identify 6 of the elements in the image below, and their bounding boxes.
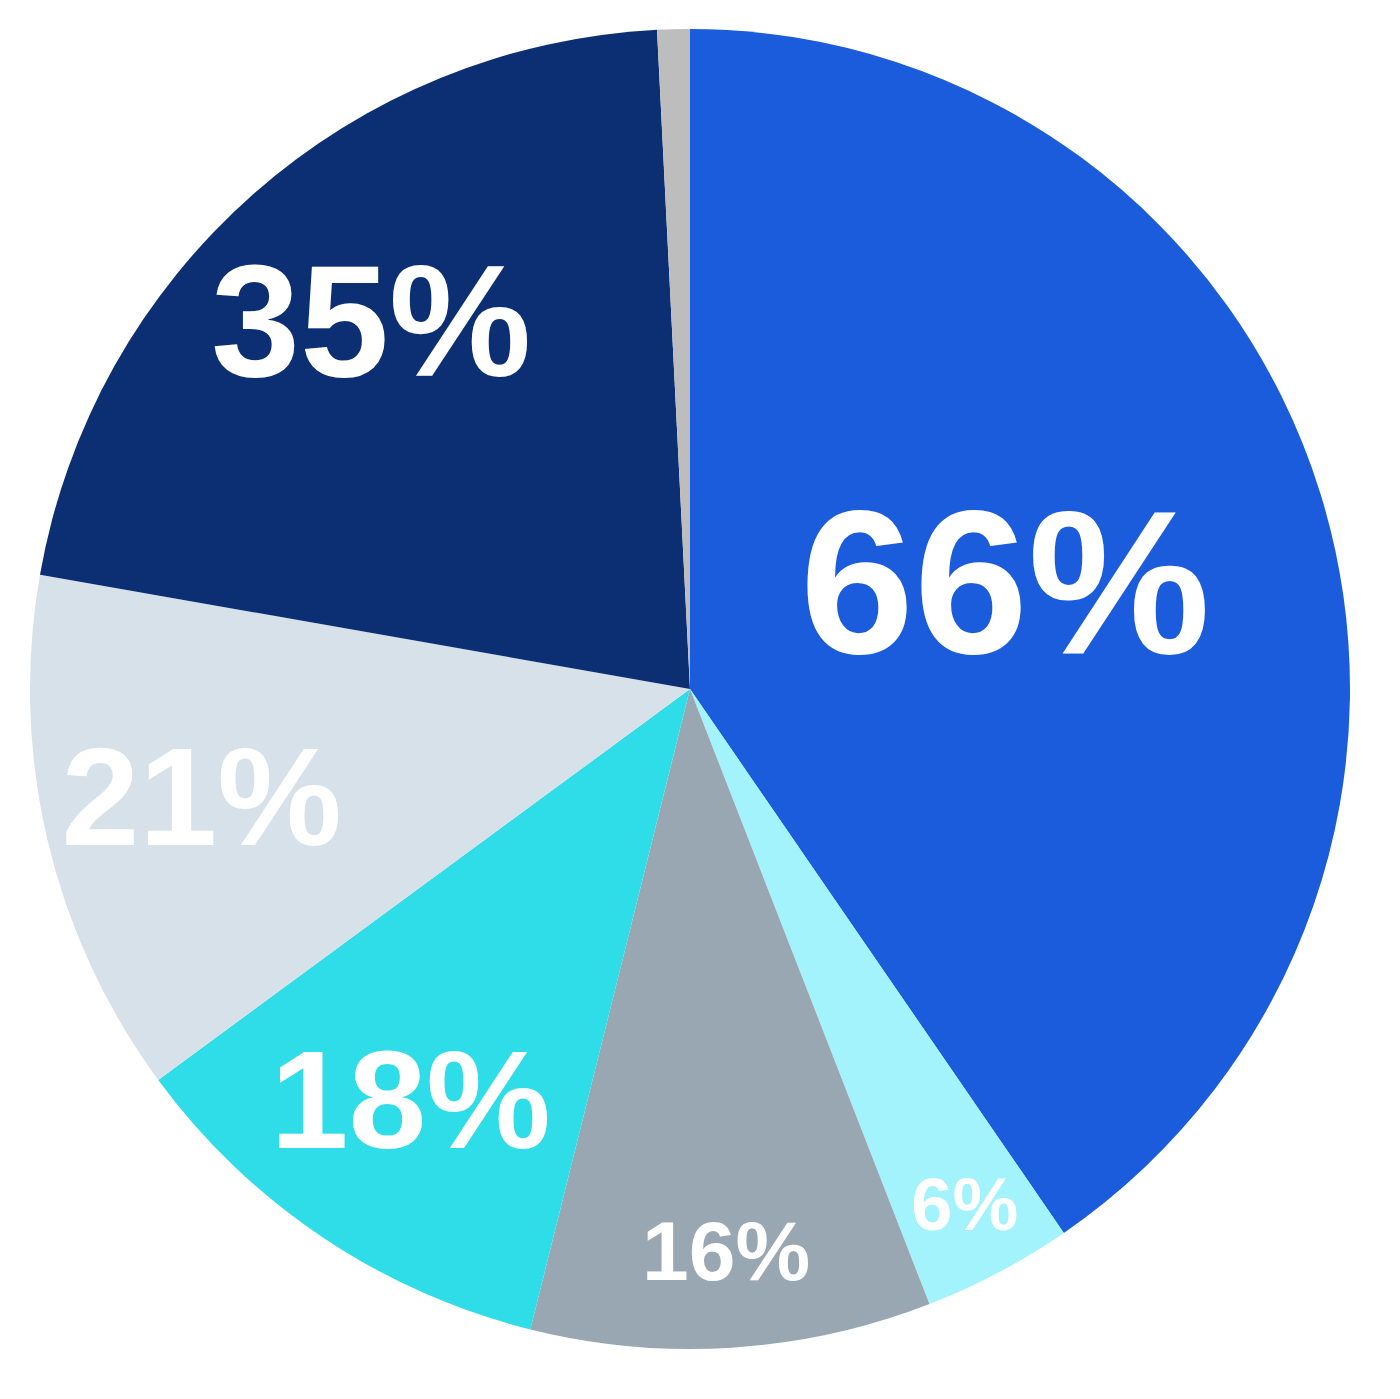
data-label: 35%: [210, 230, 532, 410]
data-label: 18%: [270, 1020, 551, 1178]
pie-slice: [39, 29, 690, 689]
data-label: 16%: [641, 1204, 811, 1299]
data-label: 6%: [911, 1163, 1019, 1247]
data-label: 66%: [800, 467, 1211, 697]
